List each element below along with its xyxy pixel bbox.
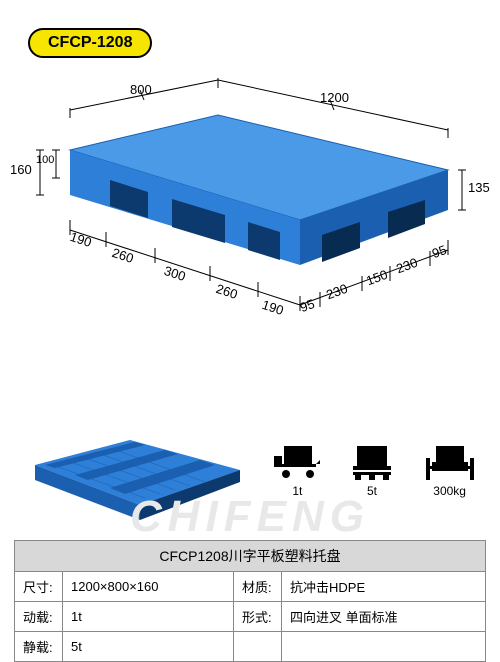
spec-label: 材质:	[234, 572, 282, 602]
dim-h-right: 135	[468, 180, 490, 195]
spec-table-title: CFCP1208川字平板塑料托盘	[15, 541, 486, 572]
spec-value: 抗冲击HDPE	[282, 572, 486, 602]
dim-h-outer: 160	[10, 162, 32, 177]
spec-value	[282, 632, 486, 662]
table-row: 静载: 5t	[15, 632, 486, 662]
main-pallet-view: 800 1200 160 100 135 190 260 300 260 190…	[0, 60, 500, 400]
dim-length: 1200	[320, 90, 349, 105]
rack-load-icon: 300kg	[422, 444, 478, 498]
dim-h-inner: 100	[36, 154, 54, 166]
spec-value: 1t	[63, 602, 234, 632]
dynamic-load-icon: 1t	[272, 444, 322, 498]
watermark-text: CHIFENG	[0, 492, 500, 542]
spec-table: CFCP1208川字平板塑料托盘 尺寸: 1200×800×160 材质: 抗冲…	[14, 540, 486, 662]
spec-value: 四向进叉 单面标准	[282, 602, 486, 632]
model-badge: CFCP-1208	[28, 28, 152, 58]
table-row: 尺寸: 1200×800×160 材质: 抗冲击HDPE	[15, 572, 486, 602]
dim-width: 800	[130, 82, 152, 97]
spec-value: 1200×800×160	[63, 572, 234, 602]
spec-label: 动载:	[15, 602, 63, 632]
table-row: 动载: 1t 形式: 四向进叉 单面标准	[15, 602, 486, 632]
spec-label	[234, 632, 282, 662]
spec-label: 形式:	[234, 602, 282, 632]
static-load-icon: 5t	[347, 444, 397, 498]
spec-value: 5t	[63, 632, 234, 662]
spec-label: 静载:	[15, 632, 63, 662]
spec-label: 尺寸:	[15, 572, 63, 602]
